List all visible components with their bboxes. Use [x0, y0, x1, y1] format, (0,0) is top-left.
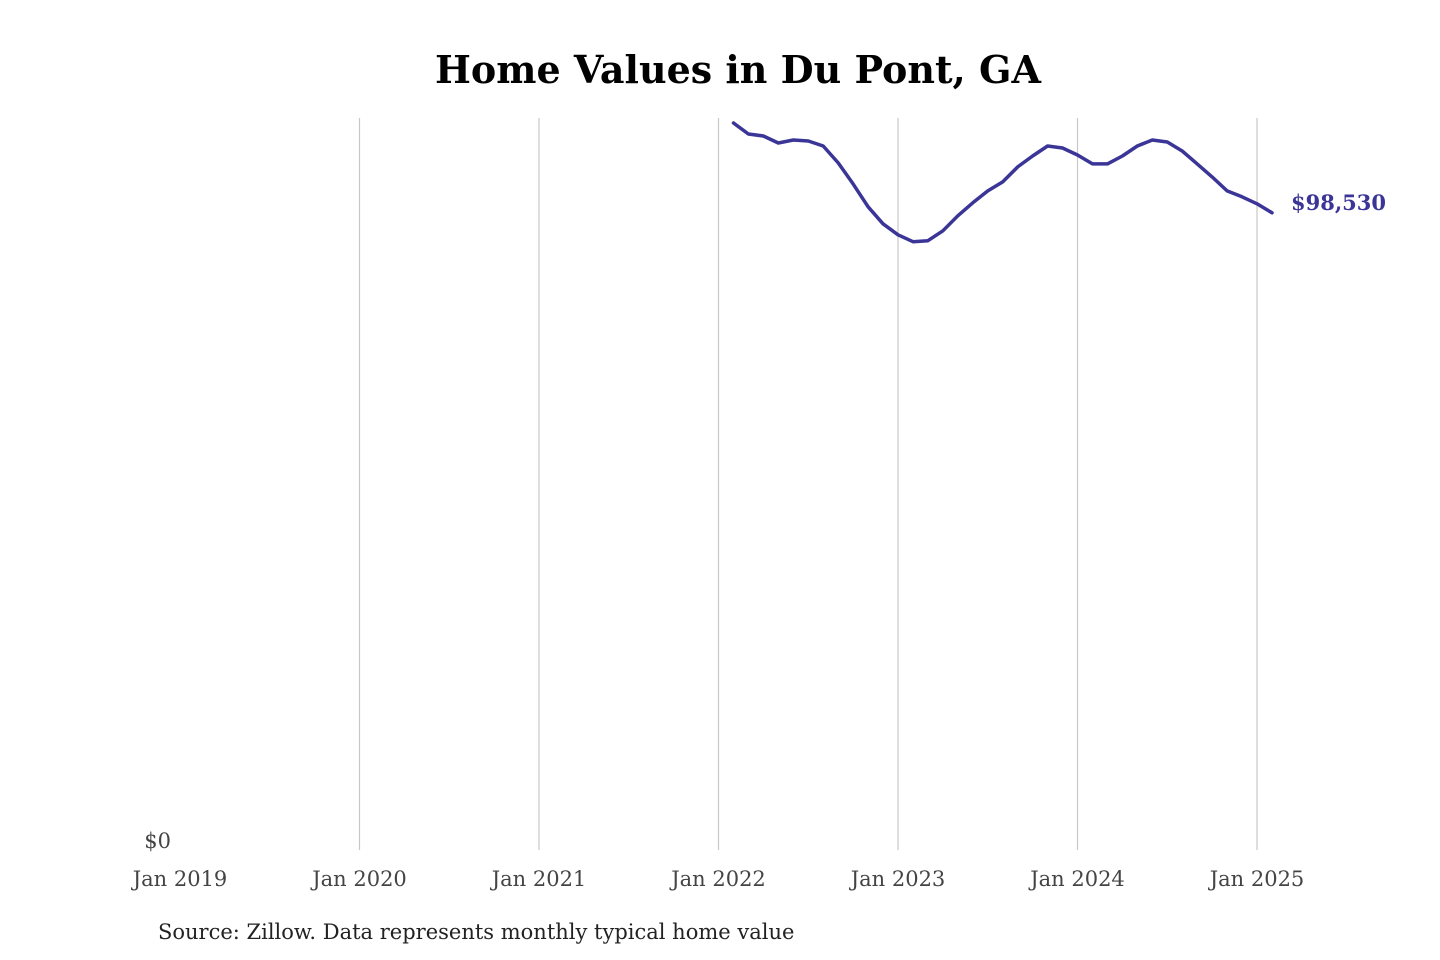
chart-title: Home Values in Du Pont, GA: [435, 47, 1041, 92]
x-tick-label: Jan 2024: [1028, 867, 1125, 891]
source-note: Source: Zillow. Data represents monthly …: [158, 920, 794, 944]
x-tick-label: Jan 2025: [1208, 867, 1305, 891]
series-line: [731, 121, 1274, 244]
x-tick-label: Jan 2023: [849, 867, 946, 891]
x-tick-label: Jan 2022: [669, 867, 766, 891]
x-tick-label: Jan 2019: [131, 867, 228, 891]
x-tick-label: Jan 2021: [490, 867, 587, 891]
x-tick-label: Jan 2020: [310, 867, 407, 891]
y-tick-label: $0: [144, 829, 171, 853]
end-value-label: $98,530: [1291, 190, 1386, 215]
